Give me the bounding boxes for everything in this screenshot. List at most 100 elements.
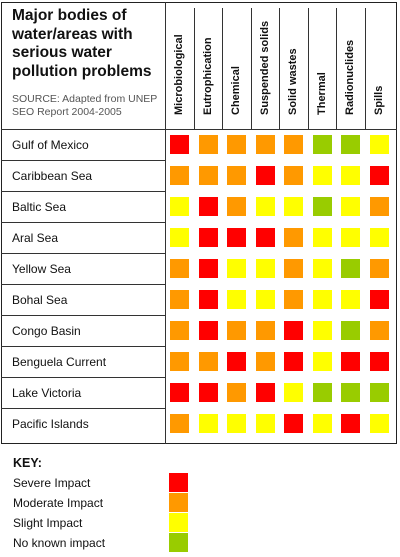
column-header: Suspended solids: [251, 8, 279, 123]
column-header: Chemical: [222, 8, 250, 123]
heatmap-cell: [199, 352, 218, 371]
heatmap-cell: [313, 259, 332, 278]
header-divider: [1, 129, 397, 130]
legend-swatch: [169, 473, 188, 492]
heatmap-cell: [284, 166, 303, 185]
heatmap-cell: [227, 135, 246, 154]
heatmap-cell: [227, 166, 246, 185]
heatmap-cell: [284, 321, 303, 340]
heatmap-cell: [284, 135, 303, 154]
heatmap-cell: [284, 197, 303, 216]
heatmap-cell: [313, 166, 332, 185]
row-divider: [1, 253, 165, 254]
heatmap-cell: [313, 228, 332, 247]
heatmap-cell: [284, 228, 303, 247]
row-label: Yellow Sea: [12, 262, 71, 276]
heatmap-cell: [313, 290, 332, 309]
heatmap-cell: [256, 290, 275, 309]
heatmap-cell: [256, 259, 275, 278]
row-divider: [1, 408, 165, 409]
heatmap-cell: [370, 414, 389, 433]
legend-label: Moderate Impact: [13, 496, 104, 510]
heatmap-cell: [256, 383, 275, 402]
heatmap-cell: [227, 197, 246, 216]
column-divider: [336, 8, 337, 129]
heatmap-cell: [170, 383, 189, 402]
column-divider: [194, 8, 195, 129]
column-header-label: Solid wastes: [287, 48, 299, 115]
row-divider: [1, 284, 165, 285]
row-label: Baltic Sea: [12, 200, 67, 214]
chart-source: SOURCE: Adapted from UNEP SEO Report 200…: [12, 93, 158, 118]
heatmap-cell: [313, 321, 332, 340]
heatmap-cell: [170, 228, 189, 247]
column-divider: [365, 8, 366, 129]
heatmap-cell: [370, 290, 389, 309]
heatmap-cell: [170, 414, 189, 433]
heatmap-cell: [341, 352, 360, 371]
column-header-label: Thermal: [316, 72, 328, 115]
column-header: Eutrophication: [194, 8, 222, 123]
column-header: Solid wastes: [279, 8, 307, 123]
heatmap-cell: [256, 197, 275, 216]
heatmap-cell: [313, 197, 332, 216]
row-divider: [1, 160, 165, 161]
legend-swatch: [169, 513, 188, 532]
column-header: Microbiological: [165, 8, 193, 123]
heatmap-cell: [170, 259, 189, 278]
heatmap-cell: [170, 321, 189, 340]
column-divider: [222, 8, 223, 129]
heatmap-cell: [341, 259, 360, 278]
heatmap-cell: [370, 259, 389, 278]
column-header: Spills: [365, 8, 393, 123]
heatmap-cell: [256, 414, 275, 433]
column-header: Radionuclides: [336, 8, 364, 123]
heatmap-cell: [227, 228, 246, 247]
heatmap-cell: [170, 135, 189, 154]
heatmap-cell: [284, 383, 303, 402]
heatmap-cell: [199, 414, 218, 433]
heatmap-cell: [227, 414, 246, 433]
legend-label: Severe Impact: [13, 476, 91, 490]
heatmap-cell: [199, 197, 218, 216]
heatmap-cell: [341, 383, 360, 402]
heatmap-cell: [341, 228, 360, 247]
row-divider: [1, 346, 165, 347]
heatmap-cell: [199, 290, 218, 309]
row-label: Gulf of Mexico: [12, 138, 89, 152]
heatmap-cell: [341, 166, 360, 185]
row-label: Aral Sea: [12, 231, 59, 245]
heatmap-cell: [313, 383, 332, 402]
column-header-label: Chemical: [230, 66, 242, 115]
row-divider: [1, 191, 165, 192]
heatmap-cell: [341, 321, 360, 340]
row-label: Benguela Current: [12, 355, 107, 369]
heatmap-cell: [199, 228, 218, 247]
heatmap-cell: [170, 290, 189, 309]
legend-swatch: [169, 533, 188, 552]
column-divider: [251, 8, 252, 129]
heatmap-cell: [313, 135, 332, 154]
row-divider: [1, 315, 165, 316]
heatmap-cell: [313, 414, 332, 433]
column-header: Thermal: [308, 8, 336, 123]
heatmap-cell: [341, 414, 360, 433]
heatmap-cell: [227, 383, 246, 402]
legend-label: No known impact: [13, 536, 106, 550]
heatmap-cell: [370, 383, 389, 402]
heatmap-cell: [370, 228, 389, 247]
column-header-label: Eutrophication: [202, 37, 214, 115]
heatmap-cell: [370, 197, 389, 216]
heatmap-cell: [227, 352, 246, 371]
heatmap-cell: [199, 259, 218, 278]
row-label: Bohal Sea: [12, 293, 68, 307]
heatmap-cell: [370, 166, 389, 185]
heatmap-cell: [256, 228, 275, 247]
legend-swatch: [169, 493, 188, 512]
heatmap-cell: [284, 414, 303, 433]
heatmap-cell: [227, 259, 246, 278]
column-header-label: Suspended solids: [259, 20, 271, 115]
heatmap-cell: [199, 135, 218, 154]
legend-label: Slight Impact: [13, 516, 83, 530]
heatmap-cell: [370, 321, 389, 340]
